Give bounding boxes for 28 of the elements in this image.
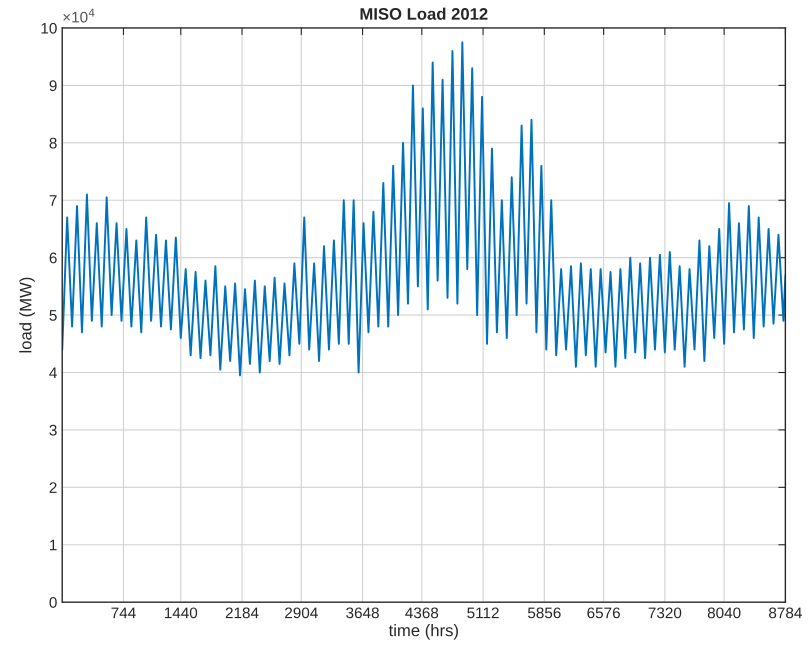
y-tick-label: 9 [50,80,57,92]
x-tick-label: 2904 [285,607,318,618]
y-tick-label: 3 [49,424,57,436]
y-tick-label: 1 [50,540,57,550]
x-tick-label: 5856 [528,607,561,618]
y-tick-label: 6 [50,252,57,264]
x-tick-label: 7320 [648,607,682,618]
x-tick-label: 744 [112,608,136,618]
text: ×10$^{4}$ [63,8,94,23]
y-tick-label: 4 [49,368,57,378]
x-tick-label: 4368 [405,607,438,618]
x-tick-label: 2184 [226,607,259,618]
y-tick-label: 10 [42,22,57,34]
x-tick-label: 8040 [708,607,741,618]
x-axis-title: time (hrs) [388,624,458,640]
x-tick-label: 1440 [164,607,198,618]
y-tick-label: 7 [50,195,57,206]
y-tick-label: 5 [49,310,57,321]
x-tick-label: 5112 [467,607,499,618]
x-tick-label: 3648 [346,607,379,618]
x-tick-label: 6576 [587,607,620,618]
line-series [62,41,786,376]
y-tick-label: 8 [50,138,57,149]
y-axis-title: load (MW) [19,278,35,352]
y-tick-label: 2 [50,482,57,493]
y-tick-label: 0 [49,597,57,608]
chart-title: MISO Load 2012 [360,8,488,20]
x-tick-label: 8784 [769,607,802,618]
